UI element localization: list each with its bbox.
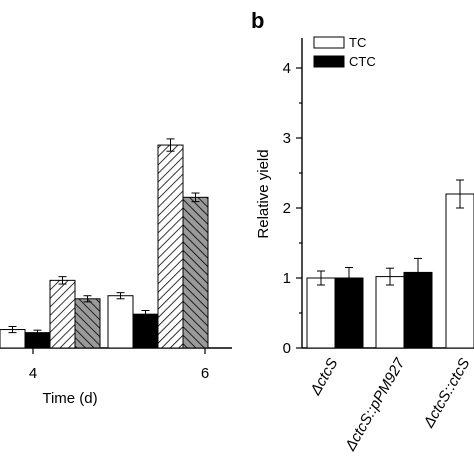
- panel-a-error-bar-hatched-white-4: [58, 276, 67, 285]
- panel-a-error-bar-black-4: [33, 329, 42, 336]
- panel-b-y-tick-label-4: 4: [283, 60, 291, 77]
- panel-b-error-bar-tc-1: [386, 267, 394, 286]
- category-label-ctcs-ppm927: ΔctcS::pPM927: [342, 355, 409, 455]
- legend-swatch-ctc: [313, 55, 345, 68]
- panel-b-legend: TC CTC: [313, 35, 376, 69]
- panel-b-letter: b: [251, 8, 264, 33]
- panel-b-y-tick-label-3: 3: [283, 130, 291, 147]
- panel-a-bar-white-6: [107, 295, 134, 349]
- panel-a-error-bar-hatched-gray-6: [191, 192, 200, 203]
- panel-a-error-bar-hatched-gray-4: [83, 295, 92, 303]
- panel-b-bar-tc-2: [445, 193, 474, 349]
- panel-a-bar-hatched-gray-6: [182, 196, 209, 349]
- panel-b-y-tick-label-1: 1: [283, 270, 291, 287]
- panel-a-bars: [0, 138, 209, 349]
- panel-b-error-bar-ctc-0: [345, 267, 353, 289]
- legend-swatch-tc: [313, 36, 345, 49]
- panel-a-error-bar-white-6: [116, 292, 125, 300]
- panel-b-bar-ctc-0: [334, 277, 364, 349]
- panel-b: b 0 1 2 3 4 Relative yield TC CTC ΔctcS Δctc…: [251, 8, 474, 454]
- panel-a-bar-black-6: [132, 313, 159, 349]
- category-label-ctcs-complement: ΔctcS::ctcS: [420, 356, 474, 432]
- panel-b-error-bar-tc-0: [317, 270, 325, 286]
- panel-b-bar-tc-1: [375, 276, 405, 349]
- panel-a-x-tick-label-4: 4: [29, 365, 37, 382]
- panel-b-y-ticks: 0 1 2 3 4: [283, 60, 302, 357]
- panel-b-error-bar-ctc-1: [414, 257, 422, 287]
- legend-label-tc: TC: [349, 35, 366, 50]
- panel-b-bars: [306, 179, 474, 349]
- category-label-ctcs: ΔctcS: [307, 356, 342, 399]
- panel-a-bar-hatched-white-6: [157, 144, 184, 349]
- panel-b-y-tick-label-2: 2: [283, 200, 291, 217]
- panel-a-x-axis-label: Time (d): [42, 390, 97, 407]
- panel-a-error-bar-white-4: [8, 325, 17, 334]
- legend-label-ctc: CTC: [349, 54, 376, 69]
- panel-a-error-bar-hatched-white-6: [166, 138, 175, 152]
- panel-b-y-axis-label: Relative yield: [255, 149, 272, 238]
- panel-a-bar-hatched-gray-4: [74, 298, 101, 349]
- panel-a-bar-hatched-white-4: [49, 279, 76, 349]
- panel-b-y-tick-label-0: 0: [283, 340, 291, 357]
- panel-a-error-bar-black-6: [141, 309, 150, 319]
- panel-a-x-tick-label-6: 6: [201, 365, 209, 382]
- panel-b-category-labels: ΔctcS ΔctcS::pPM927 ΔctcS::ctcS: [307, 355, 474, 455]
- panel-b-bar-tc-0: [306, 277, 336, 349]
- panel-a: 4 6 Time (d): [0, 138, 232, 407]
- panel-b-error-bar-tc-2: [456, 179, 464, 209]
